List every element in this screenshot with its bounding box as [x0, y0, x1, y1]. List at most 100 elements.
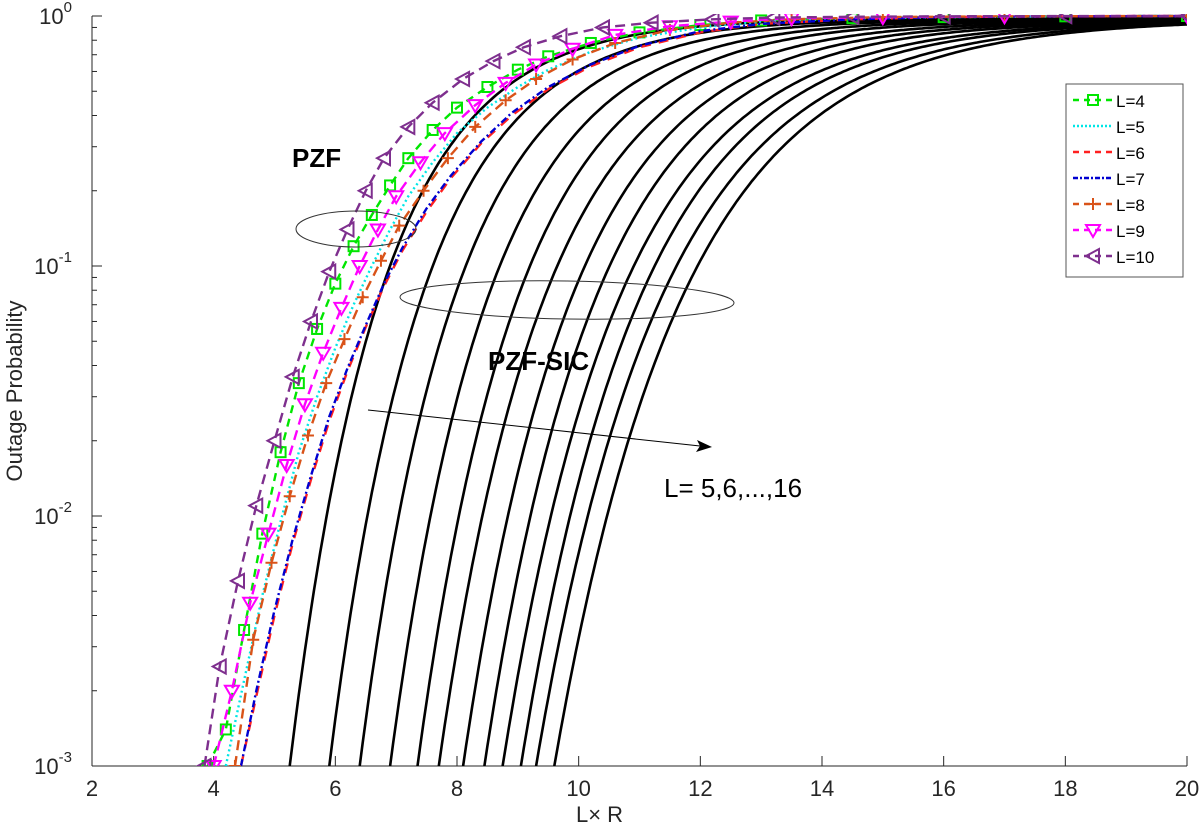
square-marker	[219, 723, 232, 736]
triangle-left-marker	[247, 496, 264, 515]
triangle-left-marker	[374, 149, 391, 167]
legend-label: L=5	[1116, 118, 1145, 137]
triangle-left-marker	[1177, 14, 1187, 21]
triangle-down-marker	[204, 760, 223, 766]
legend-item: L=4	[1073, 92, 1145, 111]
triangle-down-marker	[350, 260, 369, 275]
x-tick-label: 16	[931, 776, 955, 801]
square-marker	[426, 123, 439, 136]
triangle-left-marker	[703, 14, 720, 28]
plus-marker	[441, 152, 454, 165]
annotations: PZF PZF-SIC L= 5,6,...,16	[292, 143, 802, 503]
y-tick-label: 10-2	[34, 499, 72, 529]
plus-marker	[338, 333, 351, 346]
triangle-down-marker	[296, 398, 314, 414]
triangle-down-marker	[496, 76, 515, 92]
x-tick-label: 18	[1053, 776, 1077, 801]
triangle-left-marker	[764, 14, 781, 27]
triangle-down-marker	[241, 596, 259, 612]
series-line	[239, 14, 1187, 766]
series-line	[224, 14, 1187, 766]
square-marker	[1087, 94, 1099, 106]
x-axis-title: L× R	[576, 802, 623, 827]
y-tick-base: 10	[34, 754, 58, 779]
pzf-sic-curve-L13	[501, 21, 1187, 766]
triangle-left-marker	[453, 70, 471, 88]
pzf-series-L10	[195, 14, 1187, 766]
x-tick-label: 4	[208, 776, 220, 801]
pzf-sic-curve-L14	[519, 22, 1187, 766]
pzf-label: PZF	[292, 143, 341, 173]
triangle-left-marker	[934, 14, 951, 26]
square-marker	[329, 277, 342, 290]
x-tick-label: 14	[810, 776, 834, 801]
y-axis-title: Outage Probability	[2, 301, 27, 482]
y-tick-exp: -3	[59, 749, 72, 766]
plus-marker	[417, 184, 430, 197]
x-tick-label: 10	[566, 776, 590, 801]
square-marker	[347, 240, 360, 253]
plus-marker	[356, 291, 369, 304]
triangle-left-marker	[356, 182, 373, 200]
plus-marker	[469, 120, 482, 133]
pzf-series-L7	[239, 14, 1187, 766]
pzf-series-L9	[204, 14, 1187, 766]
y-tick-base: 10	[34, 254, 58, 279]
triangle-down-marker	[332, 301, 351, 317]
triangle-left-marker	[265, 432, 282, 450]
legend-label: L=4	[1116, 92, 1145, 111]
triangle-down-marker	[411, 156, 430, 172]
y-tick-label: 100	[39, 0, 72, 29]
triangle-down-marker	[259, 527, 278, 543]
triangle-left-marker	[195, 757, 212, 766]
pzf-series-L4	[201, 14, 1187, 766]
triangle-left-marker	[551, 27, 568, 45]
triangle-down-marker	[466, 99, 484, 115]
pzf-sic-ellipse	[399, 280, 735, 320]
triangle-left-marker	[484, 52, 501, 70]
triangle-left-marker	[338, 220, 355, 239]
triangle-down-marker	[387, 190, 405, 206]
triangle-down-marker	[722, 15, 740, 31]
pzf-sic-curve-L5	[288, 16, 1187, 766]
triangle-down-marker	[277, 458, 296, 474]
triangle-down-marker	[527, 58, 545, 74]
pzf-sic-curve-L7	[358, 17, 1187, 766]
y-tick-exp: -1	[59, 249, 72, 266]
plus-marker	[374, 254, 387, 267]
square-marker	[481, 80, 494, 93]
triangle-left-marker	[514, 38, 531, 56]
legend-item: L=7	[1073, 170, 1145, 189]
triangle-left-marker	[843, 14, 860, 26]
pzf-series-L6	[239, 14, 1187, 766]
triangle-down-marker	[223, 684, 241, 700]
series-line	[239, 14, 1187, 766]
plus-marker	[301, 429, 314, 442]
pzf-sic-curve-L15	[534, 22, 1187, 766]
triangle-left-marker	[423, 94, 440, 112]
pzf-sic-curve-L12	[483, 20, 1187, 766]
series-line	[203, 14, 1187, 766]
triangle-left-marker	[1056, 14, 1073, 25]
y-tick-exp: -2	[59, 499, 72, 516]
series-line	[212, 14, 1187, 766]
arrow-line	[367, 409, 701, 447]
pzf-sic-curve-L11	[461, 20, 1187, 766]
plus-marker	[393, 219, 406, 232]
legend-item: L=6	[1073, 144, 1145, 163]
square-marker	[584, 36, 597, 49]
triangle-left-marker	[283, 368, 300, 386]
legend-box	[1065, 83, 1184, 278]
legend-item: L=10	[1073, 247, 1154, 267]
legend-label: L=10	[1116, 248, 1154, 267]
pzf-sic-curve-L16	[553, 23, 1187, 766]
x-tick-label: 20	[1175, 776, 1199, 801]
legend-label: L=8	[1116, 196, 1145, 215]
plus-marker	[320, 377, 333, 390]
series-line	[233, 14, 1187, 766]
y-tick-base: 10	[39, 4, 63, 29]
l-range-label: L= 5,6,...,16	[664, 473, 802, 503]
plus-marker	[530, 72, 543, 85]
